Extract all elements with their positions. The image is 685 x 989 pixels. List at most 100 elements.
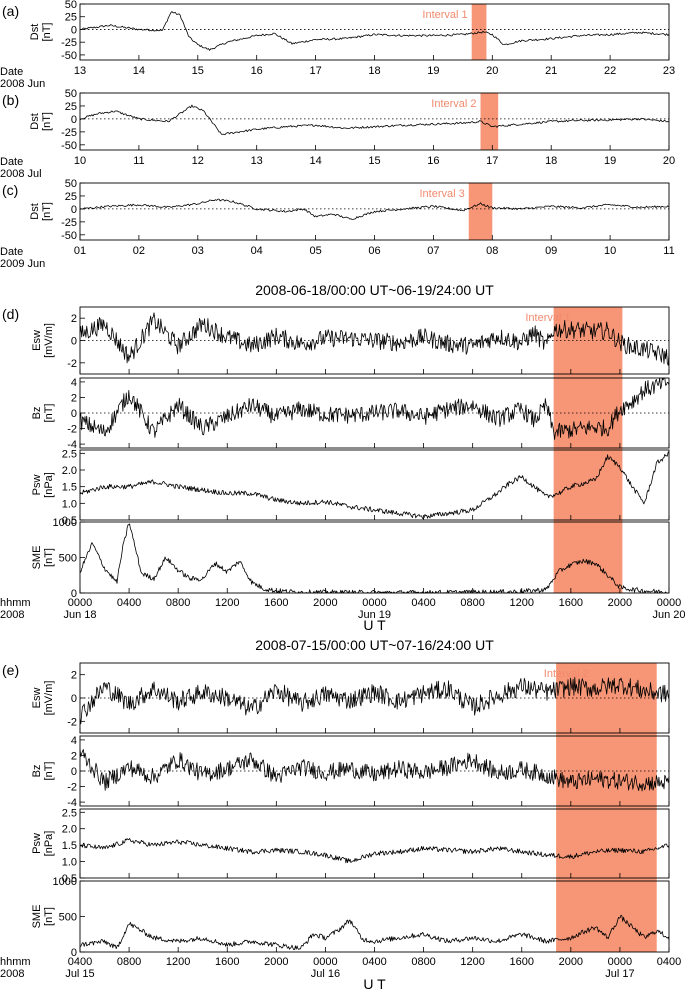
x-tick-label: 10 bbox=[604, 245, 616, 257]
y-axis-unit: [nT] bbox=[43, 548, 55, 567]
y-axis-unit: [nT] bbox=[41, 202, 53, 221]
y-tick-label: 25 bbox=[65, 191, 77, 203]
y-tick-label: -25 bbox=[61, 217, 77, 229]
x-tick-label: 03 bbox=[192, 245, 204, 257]
date-label: Date bbox=[0, 156, 23, 168]
interval-label: Interval 2 bbox=[431, 98, 476, 110]
hhmm-year-label: 2008 bbox=[0, 968, 24, 980]
x-tick-label: 1200 bbox=[460, 956, 484, 968]
group-title: 2008-06-18/00:00 UT~06-19/24:00 UT bbox=[255, 282, 494, 298]
y-tick-label: -2 bbox=[67, 716, 77, 728]
y-tick-label: -4 bbox=[67, 797, 77, 809]
y-axis-label: SME bbox=[31, 905, 43, 929]
x-tick-label: 23 bbox=[663, 65, 675, 77]
y-tick-label: 50 bbox=[65, 178, 77, 190]
y-tick-label: -2 bbox=[67, 358, 77, 370]
x-tick-label: 1600 bbox=[510, 956, 534, 968]
date-label: Date bbox=[0, 246, 23, 258]
y-tick-label: 0.5 bbox=[62, 515, 77, 527]
series-line bbox=[79, 312, 670, 366]
x-tick-label: 09 bbox=[545, 245, 557, 257]
y-axis-unit: [nPa] bbox=[43, 831, 55, 857]
y-tick-label: 2 bbox=[71, 670, 77, 682]
x-tick-label: 13 bbox=[251, 155, 263, 167]
x-tick-label: 1600 bbox=[264, 597, 288, 609]
y-tick-label: -50 bbox=[61, 140, 77, 152]
x-tick-label: 2000 bbox=[608, 597, 632, 609]
interval-label: Interval 1 bbox=[525, 312, 570, 324]
y-tick-label: 1000 bbox=[53, 876, 77, 888]
y-tick-label: 2.0 bbox=[62, 824, 77, 836]
y-tick-label: 0 bbox=[71, 947, 77, 959]
dst-series bbox=[79, 104, 670, 136]
x-tick-date: Jul 16 bbox=[311, 968, 340, 980]
x-tick-label: 2000 bbox=[264, 956, 288, 968]
x-tick-label: 11 bbox=[663, 245, 674, 257]
y-axis-unit: [nT] bbox=[43, 404, 55, 423]
x-tick-label: 19 bbox=[604, 155, 616, 167]
y-tick-label: 2 bbox=[71, 750, 77, 762]
series-line bbox=[79, 677, 670, 725]
x-tick-label: 15 bbox=[192, 65, 204, 77]
y-tick-label: 0 bbox=[71, 114, 77, 126]
panel-label: (d) bbox=[2, 306, 19, 322]
x-tick-label: 0000 bbox=[362, 597, 386, 609]
y-tick-label: -2 bbox=[67, 782, 77, 794]
x-tick-label: 1200 bbox=[510, 597, 534, 609]
y-tick-label: -50 bbox=[61, 50, 77, 62]
y-axis-label: Dst bbox=[29, 113, 41, 130]
dst-series bbox=[79, 11, 670, 51]
y-tick-label: -25 bbox=[61, 127, 77, 139]
x-tick-label: 06 bbox=[368, 245, 380, 257]
x-tick-label: 0000 bbox=[657, 597, 681, 609]
y-tick-label: 500 bbox=[59, 912, 77, 924]
series-line bbox=[79, 914, 670, 951]
x-tick-label: 0400 bbox=[657, 956, 681, 968]
y-axis-label: Dst bbox=[29, 24, 41, 41]
x-tick-label: 0800 bbox=[117, 956, 141, 968]
interval-label: Interval 1 bbox=[422, 9, 467, 21]
x-tick-date: Jul 15 bbox=[65, 968, 94, 980]
x-tick-label: 0000 bbox=[68, 597, 92, 609]
y-tick-label: 2.5 bbox=[62, 448, 77, 460]
x-tick-label: 08 bbox=[486, 245, 498, 257]
x-tick-label: 20 bbox=[486, 65, 498, 77]
y-tick-label: 1.5 bbox=[62, 482, 77, 494]
dst-series bbox=[79, 198, 670, 220]
y-tick-label: 1.0 bbox=[62, 857, 77, 869]
y-tick-label: 50 bbox=[65, 0, 77, 11]
x-tick-label: 14 bbox=[309, 155, 321, 167]
y-axis-unit: [nT] bbox=[43, 762, 55, 781]
x-tick-label: 16 bbox=[251, 65, 263, 77]
x-tick-label: 13 bbox=[74, 65, 86, 77]
x-axis-label: U T bbox=[363, 617, 386, 633]
y-tick-label: 0 bbox=[71, 336, 77, 348]
x-tick-label: 17 bbox=[486, 155, 498, 167]
x-tick-label: 16 bbox=[427, 155, 439, 167]
y-tick-label: 25 bbox=[65, 101, 77, 113]
y-tick-label: 0 bbox=[71, 204, 77, 216]
y-tick-label: 4 bbox=[71, 735, 77, 747]
series-line bbox=[79, 838, 670, 864]
plot-frame bbox=[79, 3, 670, 61]
y-axis-unit: [nT] bbox=[41, 23, 53, 42]
y-axis-label: Bz bbox=[31, 765, 43, 778]
y-axis-unit: [mV/m] bbox=[43, 323, 55, 358]
hhmm-label: hhmm bbox=[0, 597, 31, 609]
series-line bbox=[79, 377, 670, 440]
y-axis-label: SME bbox=[31, 546, 43, 570]
x-tick-label: 01 bbox=[74, 245, 86, 257]
x-tick-label: 04 bbox=[251, 245, 263, 257]
y-axis-label: Bz bbox=[31, 407, 43, 420]
x-tick-label: 0800 bbox=[166, 597, 190, 609]
y-tick-label: 0 bbox=[71, 408, 77, 420]
x-tick-label: 21 bbox=[545, 65, 557, 77]
x-tick-label: 02 bbox=[133, 245, 145, 257]
y-tick-label: 0 bbox=[71, 693, 77, 705]
x-tick-label: 1200 bbox=[215, 597, 239, 609]
x-tick-label: 10 bbox=[74, 155, 86, 167]
date-label-month: 2008 Jun bbox=[0, 78, 45, 90]
interval-label: Interval 3 bbox=[419, 188, 464, 200]
series-line bbox=[79, 451, 670, 519]
